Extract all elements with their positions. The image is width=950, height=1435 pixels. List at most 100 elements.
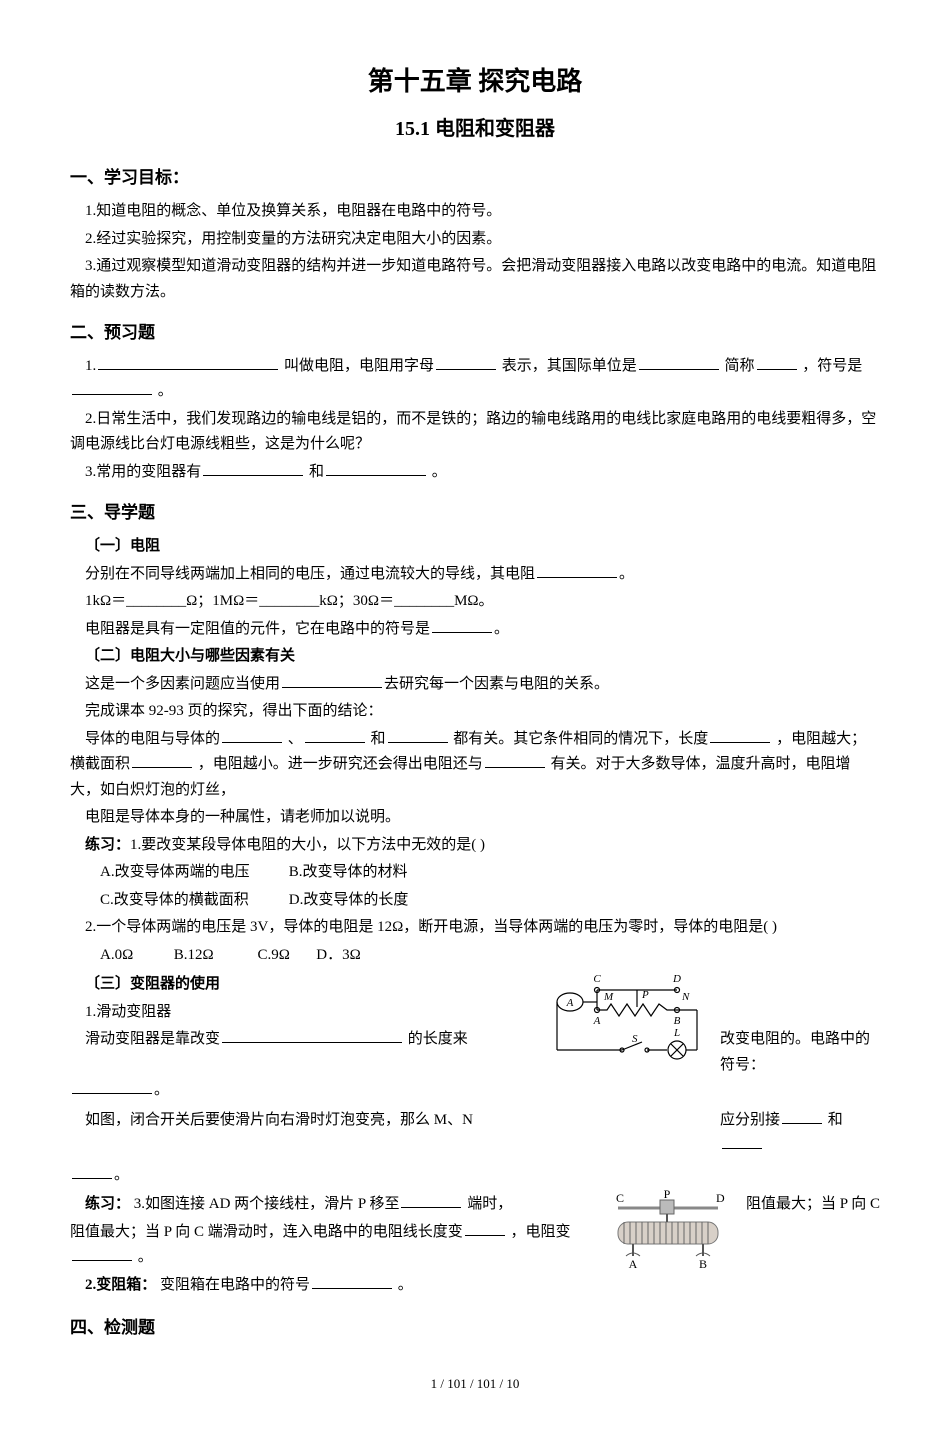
exercise-label: 练习： — [85, 837, 130, 853]
chapter-title: 第十五章 探究电路 — [70, 60, 880, 104]
section-title: 15.1 电阻和变阻器 — [70, 112, 880, 146]
blank — [72, 1078, 152, 1094]
text: 应分别接 — [720, 1112, 780, 1128]
preview-q1: 1. 叫做电阻，电阻用字母 表示，其国际单位是 简称 ，符号是 。 — [70, 354, 880, 405]
s33-1-line: 滑动变阻器是靠改变 的长度来 — [70, 1027, 544, 1053]
option-a: A.0Ω — [85, 943, 155, 969]
text: 叫做电阻，电阻用字母 — [284, 358, 434, 374]
text: 。 — [432, 464, 447, 480]
s32-line3: 导体的电阻与导体的 、 和 都有关。其它条件相同的情况下，长度 ，电阻越大；横截… — [70, 727, 880, 804]
text: 和 — [371, 731, 386, 747]
blank — [305, 727, 365, 743]
option-b: B.12Ω — [159, 943, 239, 969]
svg-text:A: A — [629, 1257, 638, 1270]
svg-text:C: C — [593, 973, 601, 985]
blank — [72, 1163, 112, 1179]
blank — [485, 752, 545, 768]
s33-1-symbol: 。 — [70, 1078, 880, 1104]
blank — [639, 354, 719, 370]
blank — [282, 672, 382, 688]
exercise-3-tail: 阻值最大；当 P 向 C — [746, 1192, 880, 1218]
text: 3.常用的变阻器有 — [85, 464, 201, 480]
s33-1: 1.滑动变阻器 — [70, 1000, 544, 1026]
text: ，电阻变 — [511, 1224, 571, 1240]
sub-1-resistance: 〔一〕电阻 — [70, 534, 880, 560]
circuit-figure-1: A C D M N P A B — [544, 970, 720, 1065]
option-d: D．3Ω — [316, 947, 360, 963]
text: ，电阻越小。进一步研究还会得出电阻还与 — [198, 756, 483, 772]
s31-line3: 电阻器是具有一定阻值的元件，它在电路中的符号是。 — [70, 617, 880, 643]
svg-text:M: M — [603, 991, 614, 1003]
svg-text:A: A — [593, 1015, 601, 1027]
text: 电阻器是具有一定阻值的元件，它在电路中的符号是 — [85, 621, 430, 637]
text: 1.要改变某段导体电阻的大小，以下方法中无效的是( ) — [130, 837, 485, 853]
text: 1. — [85, 358, 96, 374]
heading-objectives: 一、学习目标： — [70, 164, 880, 193]
exercise-3-cont: 阻值最大；当 P 向 C 端滑动时，连入电路中的电阻线长度变 ，电阻变 。 — [70, 1220, 590, 1271]
blank — [436, 354, 496, 370]
svg-text:S: S — [632, 1033, 638, 1045]
blank — [72, 379, 152, 395]
text: 。 — [138, 1249, 153, 1265]
s33-2-tail: 应分别接 和 — [720, 1108, 880, 1159]
heading-test: 四、检测题 — [70, 1314, 880, 1343]
option-c: C.9Ω — [243, 943, 313, 969]
sub-3-rheostat: 〔三〕变阻器的使用 — [70, 972, 544, 998]
option-c: C.改变导体的横截面积 — [85, 888, 285, 914]
text: 2.变阻箱： — [85, 1277, 156, 1293]
exercise-1: 练习：1.要改变某段导体电阻的大小，以下方法中无效的是( ) — [70, 833, 880, 859]
exercise-3: 练习： 3.如图连接 AD 两个接线柱，滑片 P 移至 端时， — [70, 1192, 590, 1218]
text: 简称 — [725, 358, 755, 374]
text: 导体的电阻与导体的 — [85, 731, 220, 747]
page-footer: 1 / 101 / 101 / 10 — [70, 1373, 880, 1395]
svg-text:P: P — [664, 1190, 671, 1201]
blank — [222, 1027, 402, 1043]
s32-line1: 这是一个多因素问题应当使用 去研究每一个因素与电阻的关系。 — [70, 672, 880, 698]
s32-line2: 完成课本 92-93 页的探究，得出下面的结论： — [70, 699, 880, 725]
text: ，符号是 — [802, 358, 862, 374]
text: 的长度来 — [408, 1031, 468, 1047]
exercise-2: 2.一个导体两端的电压是 3V，导体的电阻是 12Ω，断开电源，当导体两端的电压… — [70, 915, 880, 941]
s33-2: 如图，闭合开关后要使滑片向右滑时灯泡变亮，那么 M、N — [70, 1108, 550, 1134]
svg-text:C: C — [616, 1191, 624, 1205]
blank — [401, 1192, 461, 1208]
blank — [388, 727, 448, 743]
svg-text:D: D — [672, 973, 681, 985]
option-d: D.改变导体的长度 — [289, 892, 409, 908]
text: 分别在不同导线两端加上相同的电压，通过电流较大的导线，其电阻 — [85, 566, 535, 582]
blank — [326, 460, 426, 476]
blank — [312, 1273, 392, 1289]
text: 改变电阻的。电路中的符号： — [720, 1031, 870, 1073]
text: 去研究每一个因素与电阻的关系。 — [384, 676, 609, 692]
text: 3.如图连接 AD 两个接线柱，滑片 P 移至 — [134, 1196, 400, 1212]
option-a: A.改变导体两端的电压 — [85, 860, 285, 886]
option-b: B.改变导体的材料 — [289, 864, 408, 880]
text: 。 — [158, 383, 173, 399]
heading-preview: 二、预习题 — [70, 319, 880, 348]
svg-text:B: B — [699, 1257, 707, 1270]
text: 阻值最大；当 P 向 C 端滑动时，连入电路中的电阻线长度变 — [70, 1224, 463, 1240]
blank — [710, 727, 770, 743]
blank — [222, 727, 282, 743]
text: 。 — [619, 566, 634, 582]
exercise-label: 练习： — [85, 1196, 130, 1212]
s33-1-tail: 改变电阻的。电路中的符号： — [720, 1027, 880, 1078]
objective-1: 1.知道电阻的概念、单位及换算关系，电阻器在电路中的符号。 — [70, 199, 880, 225]
text: 滑动变阻器是靠改变 — [85, 1031, 220, 1047]
text: 这是一个多因素问题应当使用 — [85, 676, 280, 692]
svg-text:B: B — [674, 1015, 681, 1027]
heading-guided: 三、导学题 — [70, 499, 880, 528]
s33-3: 2.变阻箱： 变阻箱在电路中的符号 。 — [70, 1273, 590, 1299]
text: 。 — [114, 1167, 129, 1183]
svg-text:L: L — [673, 1027, 680, 1039]
exercise-2-options: A.0Ω B.12Ω C.9Ω D．3Ω — [70, 943, 880, 969]
blank — [203, 460, 303, 476]
blank — [722, 1133, 762, 1149]
objective-2: 2.经过实验探究，用控制变量的方法研究决定电阻大小的因素。 — [70, 227, 880, 253]
text: 表示，其国际单位是 — [502, 358, 637, 374]
blank — [757, 354, 797, 370]
blank — [98, 354, 278, 370]
objective-3: 3.通过观察模型知道滑动变阻器的结构并进一步知道电路符号。会把滑动变阻器接入电路… — [70, 254, 880, 305]
blank — [782, 1108, 822, 1124]
text: 如图，闭合开关后要使滑片向右滑时灯泡变亮，那么 M、N — [85, 1112, 473, 1128]
